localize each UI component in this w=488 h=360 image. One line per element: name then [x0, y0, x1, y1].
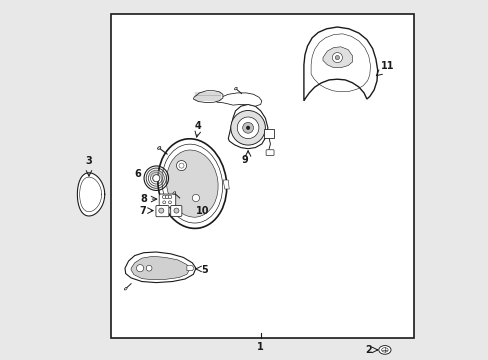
Circle shape [192, 194, 199, 202]
Text: 11: 11 [381, 60, 394, 71]
Text: 4: 4 [194, 121, 201, 131]
Circle shape [153, 175, 160, 182]
Polygon shape [303, 27, 377, 101]
Circle shape [168, 195, 171, 199]
Circle shape [246, 126, 249, 130]
FancyBboxPatch shape [265, 150, 273, 156]
Polygon shape [223, 180, 229, 189]
Circle shape [165, 195, 168, 199]
Ellipse shape [158, 139, 226, 228]
Circle shape [332, 53, 342, 63]
Text: 2: 2 [365, 345, 371, 355]
FancyBboxPatch shape [264, 129, 273, 138]
Ellipse shape [166, 150, 218, 217]
Text: 3: 3 [85, 156, 92, 166]
Circle shape [237, 117, 258, 139]
Polygon shape [322, 47, 352, 68]
Ellipse shape [173, 192, 175, 194]
Text: 8: 8 [140, 194, 147, 204]
Text: 7: 7 [140, 206, 146, 216]
Text: 6: 6 [134, 169, 141, 179]
Polygon shape [193, 91, 223, 103]
Circle shape [162, 195, 166, 199]
Text: 5: 5 [201, 265, 207, 275]
Circle shape [230, 111, 265, 145]
Text: 9: 9 [241, 155, 247, 165]
Polygon shape [77, 173, 104, 216]
Circle shape [335, 55, 339, 60]
Polygon shape [215, 93, 261, 106]
Ellipse shape [378, 346, 390, 354]
Polygon shape [149, 171, 163, 178]
Circle shape [163, 201, 165, 204]
Circle shape [146, 265, 152, 271]
FancyBboxPatch shape [156, 206, 168, 217]
Ellipse shape [157, 147, 161, 149]
Circle shape [159, 208, 163, 213]
Text: 1: 1 [257, 342, 264, 352]
Circle shape [174, 208, 179, 213]
Polygon shape [125, 252, 196, 283]
Ellipse shape [162, 144, 222, 223]
Circle shape [168, 201, 171, 204]
Circle shape [176, 161, 186, 171]
Ellipse shape [124, 288, 127, 290]
FancyBboxPatch shape [159, 194, 175, 208]
Polygon shape [186, 266, 194, 271]
Polygon shape [228, 104, 267, 149]
Bar [111, 14, 413, 338]
Ellipse shape [234, 87, 237, 90]
FancyBboxPatch shape [170, 206, 182, 216]
Circle shape [136, 265, 143, 272]
Polygon shape [131, 256, 189, 280]
Text: 10: 10 [196, 206, 209, 216]
Circle shape [242, 122, 253, 133]
